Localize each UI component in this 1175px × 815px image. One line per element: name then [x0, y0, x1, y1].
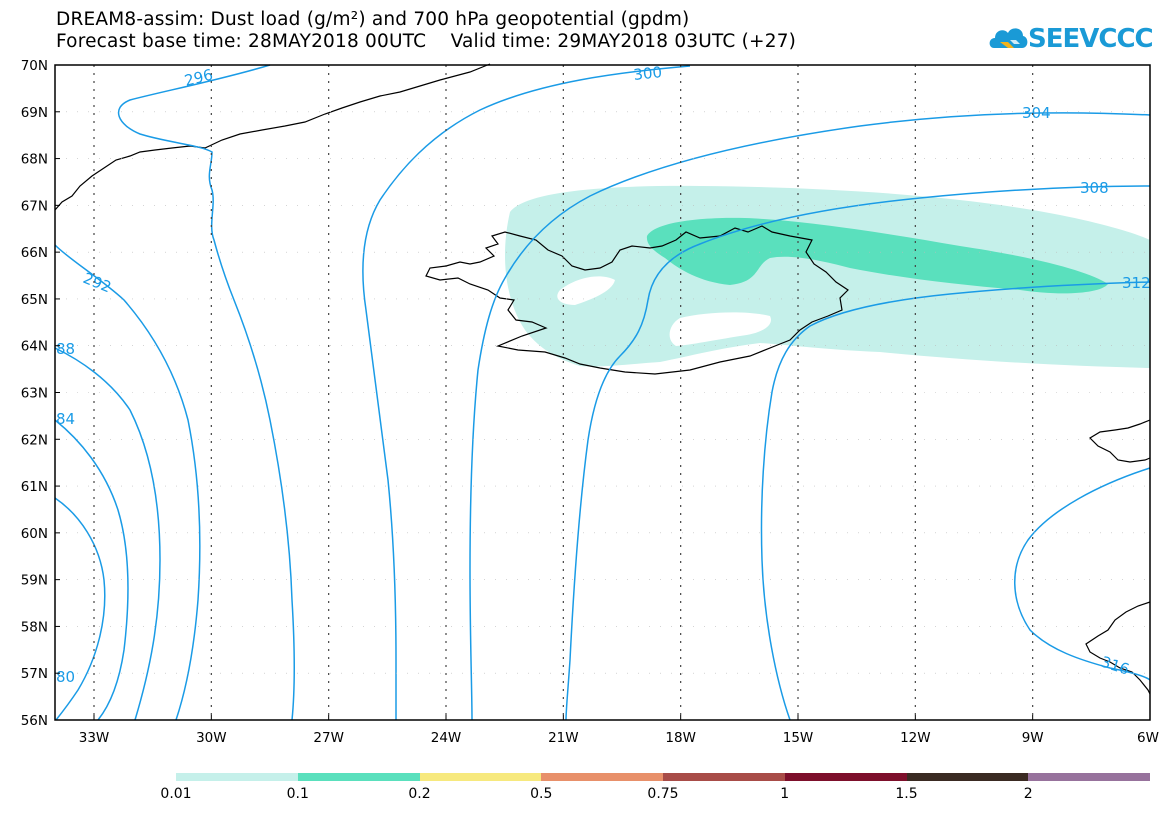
colorbar-label: 1 [780, 786, 790, 802]
contour-296 [117, 64, 295, 721]
contour-label-316: 316 [1099, 653, 1132, 679]
contour-312 [760, 281, 1151, 721]
contour-308 [565, 185, 1151, 721]
colorbar [176, 773, 1150, 781]
lon-label: 18W [665, 730, 696, 746]
contour-300 [362, 65, 691, 720]
colorbar-label: 0.75 [647, 786, 679, 802]
colorbar-label: 0.2 [408, 786, 431, 802]
seevccc-logo: SEEVCCC [988, 20, 1158, 60]
lat-label: 58N [21, 619, 48, 635]
lat-label: 57N [21, 666, 48, 682]
lon-label: 15W [783, 730, 814, 746]
map-title-line2: Forecast base time: 28MAY2018 00UTC Vali… [56, 31, 797, 52]
lat-label: 66N [21, 245, 48, 261]
lat-label: 67N [21, 198, 48, 214]
contour-label-288: 88 [56, 340, 75, 358]
contour-288 [54, 347, 161, 721]
colorbar-segment [784, 773, 907, 781]
contour-labels: 296 300 304 308 312 292 88 84 80 316 [56, 63, 1151, 686]
lon-label: 24W [431, 730, 462, 746]
lat-label: 63N [21, 386, 48, 402]
greenland-coastline [54, 63, 491, 211]
colorbar-segment [906, 773, 1029, 781]
lon-label: 9W [1022, 730, 1044, 746]
lat-label: 64N [21, 339, 48, 355]
contour-316 [1014, 467, 1151, 681]
lat-label: 70N [21, 58, 48, 74]
colorbar-label: 2 [1023, 786, 1033, 802]
colorbar-label: 0.1 [286, 786, 309, 802]
lat-label: 59N [21, 573, 48, 589]
map-frame [54, 64, 1151, 721]
lon-label: 6W [1137, 730, 1159, 746]
dust-area-mid [646, 217, 1108, 294]
lon-label: 30W [196, 730, 227, 746]
cloud-icon [989, 28, 1028, 48]
contour-304 [469, 112, 1151, 721]
colorbar-segment [297, 773, 420, 781]
dust-layer [505, 185, 1150, 368]
graticule [55, 65, 1150, 720]
lat-label: 65N [21, 292, 48, 308]
geopotential-contours [54, 64, 1151, 721]
axis-ticks: 70N 69N 68N 67N 66N 65N 64N 63N 62N 61N 60N 59N 58N 5… [21, 58, 1159, 746]
lon-label: 33W [79, 730, 110, 746]
colorbar-segment [419, 773, 542, 781]
contour-label-308: 308 [1080, 179, 1109, 197]
lat-label: 69N [21, 105, 48, 121]
logo-text: SEEVCCC [1028, 24, 1154, 54]
lat-label: 61N [21, 479, 48, 495]
contour-label-312: 312 [1122, 274, 1151, 292]
lat-label: 68N [21, 152, 48, 168]
lon-label: 12W [900, 730, 931, 746]
contour-292 [54, 244, 201, 721]
lat-label: 62N [21, 432, 48, 448]
contour-284 [54, 419, 129, 721]
colorbar-label: 0.01 [160, 786, 192, 802]
contour-label-296: 296 [183, 65, 215, 89]
lon-label: 21W [548, 730, 579, 746]
lon-label: 27W [313, 730, 344, 746]
coastlines [54, 63, 1151, 695]
dust-gap [557, 276, 615, 305]
dust-gap [669, 312, 771, 346]
colorbar-segment [541, 773, 663, 781]
contour-label-280: 80 [56, 668, 75, 686]
contour-280 [54, 497, 106, 721]
colorbar-label: 0.5 [530, 786, 553, 802]
contour-label-292: 292 [81, 269, 114, 296]
colorbar-label: 1.5 [895, 786, 918, 802]
lat-label: 60N [21, 526, 48, 542]
colorbar-segment [176, 773, 298, 781]
contour-label-284: 84 [56, 410, 75, 428]
scotland-coastline [1085, 601, 1151, 695]
contour-label-304: 304 [1022, 104, 1051, 122]
scandinavia-coastline [1089, 419, 1151, 463]
contour-label-300: 300 [633, 63, 663, 84]
map-title-line1: DREAM8-assim: Dust load (g/m²) and 700 h… [56, 9, 690, 30]
iceland-coastline [425, 225, 849, 375]
colorbar-segment [1028, 773, 1150, 781]
colorbar-segment [663, 773, 785, 781]
lat-label: 56N [21, 713, 48, 729]
